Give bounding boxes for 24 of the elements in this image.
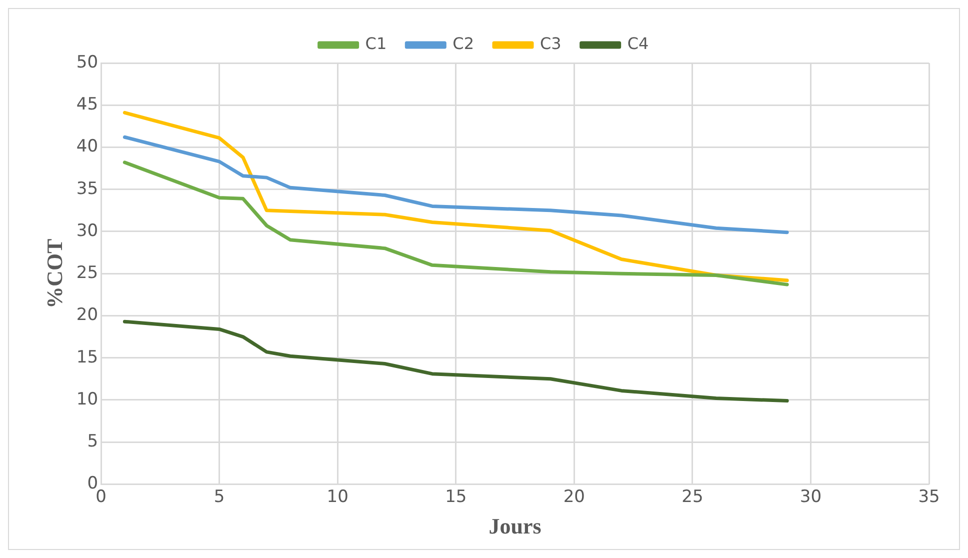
y-tick-label: 45: [76, 94, 98, 115]
y-tick-label: 15: [76, 347, 98, 368]
x-tick-label: 5: [214, 486, 225, 507]
x-tick-label: 20: [563, 486, 585, 507]
y-tick-label: 20: [76, 305, 98, 326]
legend-label: C4: [627, 34, 649, 54]
y-tick-label: 50: [76, 52, 98, 72]
legend-label: C2: [452, 34, 474, 54]
y-axis-title: %COT: [42, 238, 67, 308]
y-tick-label: 35: [76, 178, 98, 199]
x-tick-label: 10: [326, 486, 348, 507]
y-tick-label: 40: [76, 136, 98, 157]
x-tick-label: 15: [445, 486, 467, 507]
x-tick-label: 25: [682, 486, 704, 507]
x-tick-label: 30: [800, 486, 822, 507]
y-tick-label: 30: [76, 220, 98, 241]
y-tick-label: 5: [87, 432, 98, 452]
y-tick-label: 0: [87, 474, 98, 494]
legend-label: C1: [365, 34, 387, 54]
legend-label: C3: [540, 34, 562, 54]
y-tick-label: 25: [76, 263, 98, 284]
x-axis-title: Jours: [488, 513, 542, 538]
y-tick-label: 10: [76, 389, 98, 410]
x-tick-label: 35: [918, 486, 940, 507]
